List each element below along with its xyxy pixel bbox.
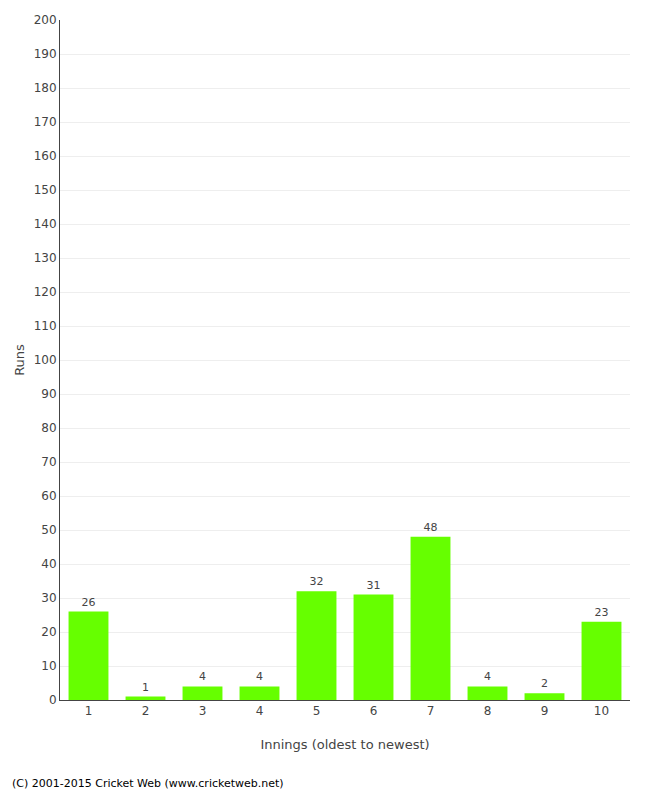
svg-text:70: 70 xyxy=(41,455,56,469)
svg-text:170: 170 xyxy=(34,115,57,129)
svg-text:7: 7 xyxy=(427,704,435,718)
svg-text:4: 4 xyxy=(484,670,491,683)
svg-text:1: 1 xyxy=(85,704,93,718)
svg-text:20: 20 xyxy=(41,625,56,639)
svg-text:130: 130 xyxy=(34,251,57,265)
svg-text:60: 60 xyxy=(41,489,56,503)
svg-text:Innings (oldest to newest): Innings (oldest to newest) xyxy=(260,737,429,752)
svg-text:0: 0 xyxy=(49,693,57,707)
svg-text:80: 80 xyxy=(41,421,56,435)
svg-text:3: 3 xyxy=(199,704,207,718)
svg-text:180: 180 xyxy=(34,81,57,95)
svg-text:4: 4 xyxy=(256,670,263,683)
svg-text:23: 23 xyxy=(595,606,609,619)
svg-text:40: 40 xyxy=(41,557,56,571)
svg-text:190: 190 xyxy=(34,47,57,61)
svg-text:110: 110 xyxy=(34,319,57,333)
svg-text:90: 90 xyxy=(41,387,56,401)
svg-text:4: 4 xyxy=(256,704,264,718)
svg-text:140: 140 xyxy=(34,217,57,231)
svg-text:30: 30 xyxy=(41,591,56,605)
svg-text:10: 10 xyxy=(41,659,56,673)
svg-text:2: 2 xyxy=(541,677,548,690)
svg-text:100: 100 xyxy=(34,353,57,367)
svg-text:9: 9 xyxy=(541,704,549,718)
svg-text:(C) 2001-2015 Cricket Web (www: (C) 2001-2015 Cricket Web (www.cricketwe… xyxy=(12,777,284,790)
svg-text:160: 160 xyxy=(34,149,57,163)
svg-text:8: 8 xyxy=(484,704,492,718)
svg-text:4: 4 xyxy=(199,670,206,683)
svg-text:1: 1 xyxy=(142,681,149,694)
svg-text:10: 10 xyxy=(594,704,609,718)
svg-text:150: 150 xyxy=(34,183,57,197)
svg-text:6: 6 xyxy=(370,704,378,718)
svg-text:48: 48 xyxy=(424,521,438,534)
svg-text:50: 50 xyxy=(41,523,56,537)
svg-text:Runs: Runs xyxy=(12,344,27,376)
svg-text:31: 31 xyxy=(367,579,381,592)
svg-text:32: 32 xyxy=(310,575,324,588)
svg-text:5: 5 xyxy=(313,704,321,718)
svg-text:120: 120 xyxy=(34,285,57,299)
svg-text:2: 2 xyxy=(142,704,150,718)
svg-text:26: 26 xyxy=(82,596,96,609)
svg-text:200: 200 xyxy=(34,13,57,27)
